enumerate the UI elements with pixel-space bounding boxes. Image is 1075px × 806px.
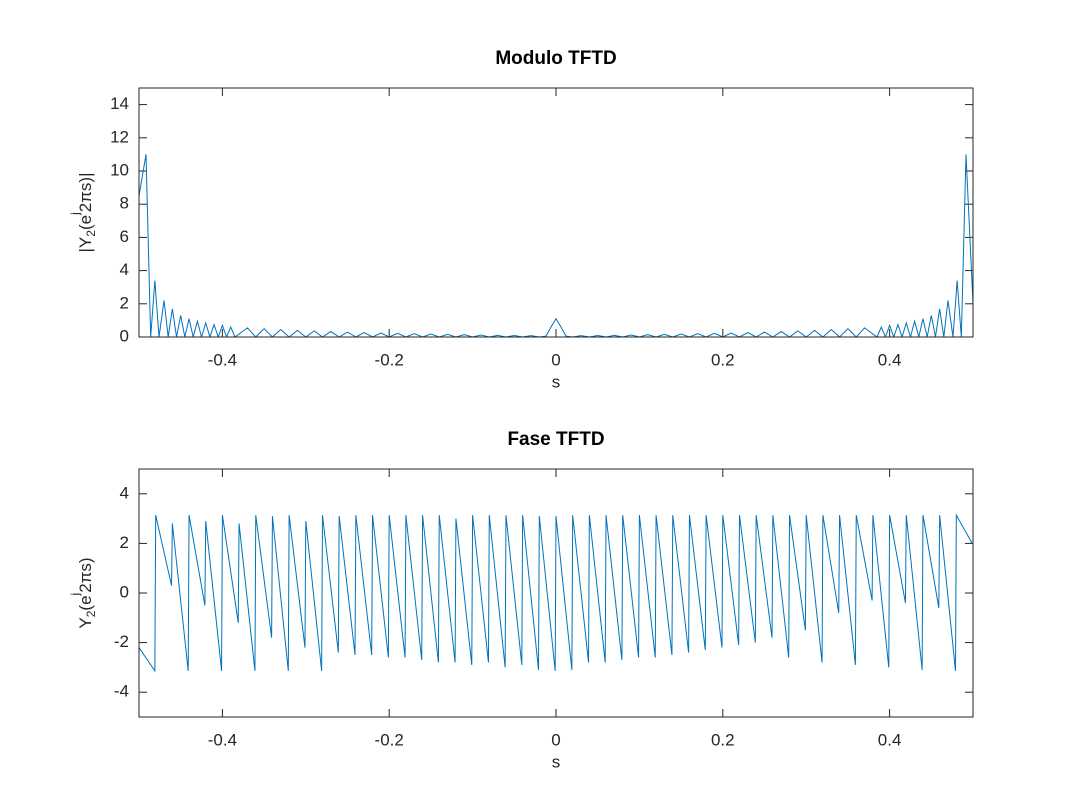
y-tick-label: 2 xyxy=(120,293,129,312)
y-tick-label: 4 xyxy=(120,483,129,502)
x-tick-label: -0.2 xyxy=(375,350,404,369)
y-tick-label: 6 xyxy=(120,227,129,246)
x-tick-label: 0.4 xyxy=(878,730,902,749)
y-axis-label-part: 2πs)| xyxy=(76,172,95,212)
x-tick-label: 0 xyxy=(551,730,560,749)
y-axis-label-part: 2 xyxy=(84,610,98,617)
data-line xyxy=(139,513,973,673)
x-tick-label: -0.2 xyxy=(375,730,404,749)
y-axis-label: Y2(ej2πs) xyxy=(68,557,98,628)
chart-title: Fase TFTD xyxy=(507,429,604,450)
x-tick-label: 0.2 xyxy=(711,730,735,749)
y-tick-label: 14 xyxy=(110,94,129,113)
y-tick-label: 10 xyxy=(110,160,129,179)
axes-frame xyxy=(138,468,974,718)
y-tick-label: 12 xyxy=(110,127,129,146)
y-tick-label: 0 xyxy=(120,326,129,345)
y-axis-label-part: (e xyxy=(76,595,95,610)
y-axis-label-part: (e xyxy=(76,215,95,230)
y-axis-label-part: Y xyxy=(76,617,95,628)
x-tick-label: -0.4 xyxy=(208,730,237,749)
x-tick-label: 0 xyxy=(551,350,560,369)
x-tick-label: -0.4 xyxy=(208,350,237,369)
y-tick-label: -2 xyxy=(114,632,129,651)
y-axis-label: |Y2(ej2πs)| xyxy=(68,172,98,252)
chart-title: Modulo TFTD xyxy=(495,48,616,69)
y-axis-label-part: 2πs) xyxy=(76,557,95,592)
x-tick-label: 0.2 xyxy=(711,350,735,369)
x-axis-label: s xyxy=(552,372,561,391)
y-tick-label: 0 xyxy=(120,582,129,601)
y-axis-label-part: j xyxy=(68,593,82,597)
y-axis-label-part: j xyxy=(68,212,82,216)
y-axis-label-part: |Y xyxy=(76,237,95,253)
x-tick-label: 0.4 xyxy=(878,350,902,369)
y-tick-label: 2 xyxy=(120,533,129,552)
y-axis-label-part: 2 xyxy=(84,230,98,237)
y-tick-label: -4 xyxy=(114,682,129,701)
y-tick-label: 8 xyxy=(120,194,129,213)
data-line xyxy=(139,154,973,337)
y-tick-label: 4 xyxy=(120,260,129,279)
x-axis-label: s xyxy=(552,752,561,771)
axes-frame xyxy=(138,87,974,338)
